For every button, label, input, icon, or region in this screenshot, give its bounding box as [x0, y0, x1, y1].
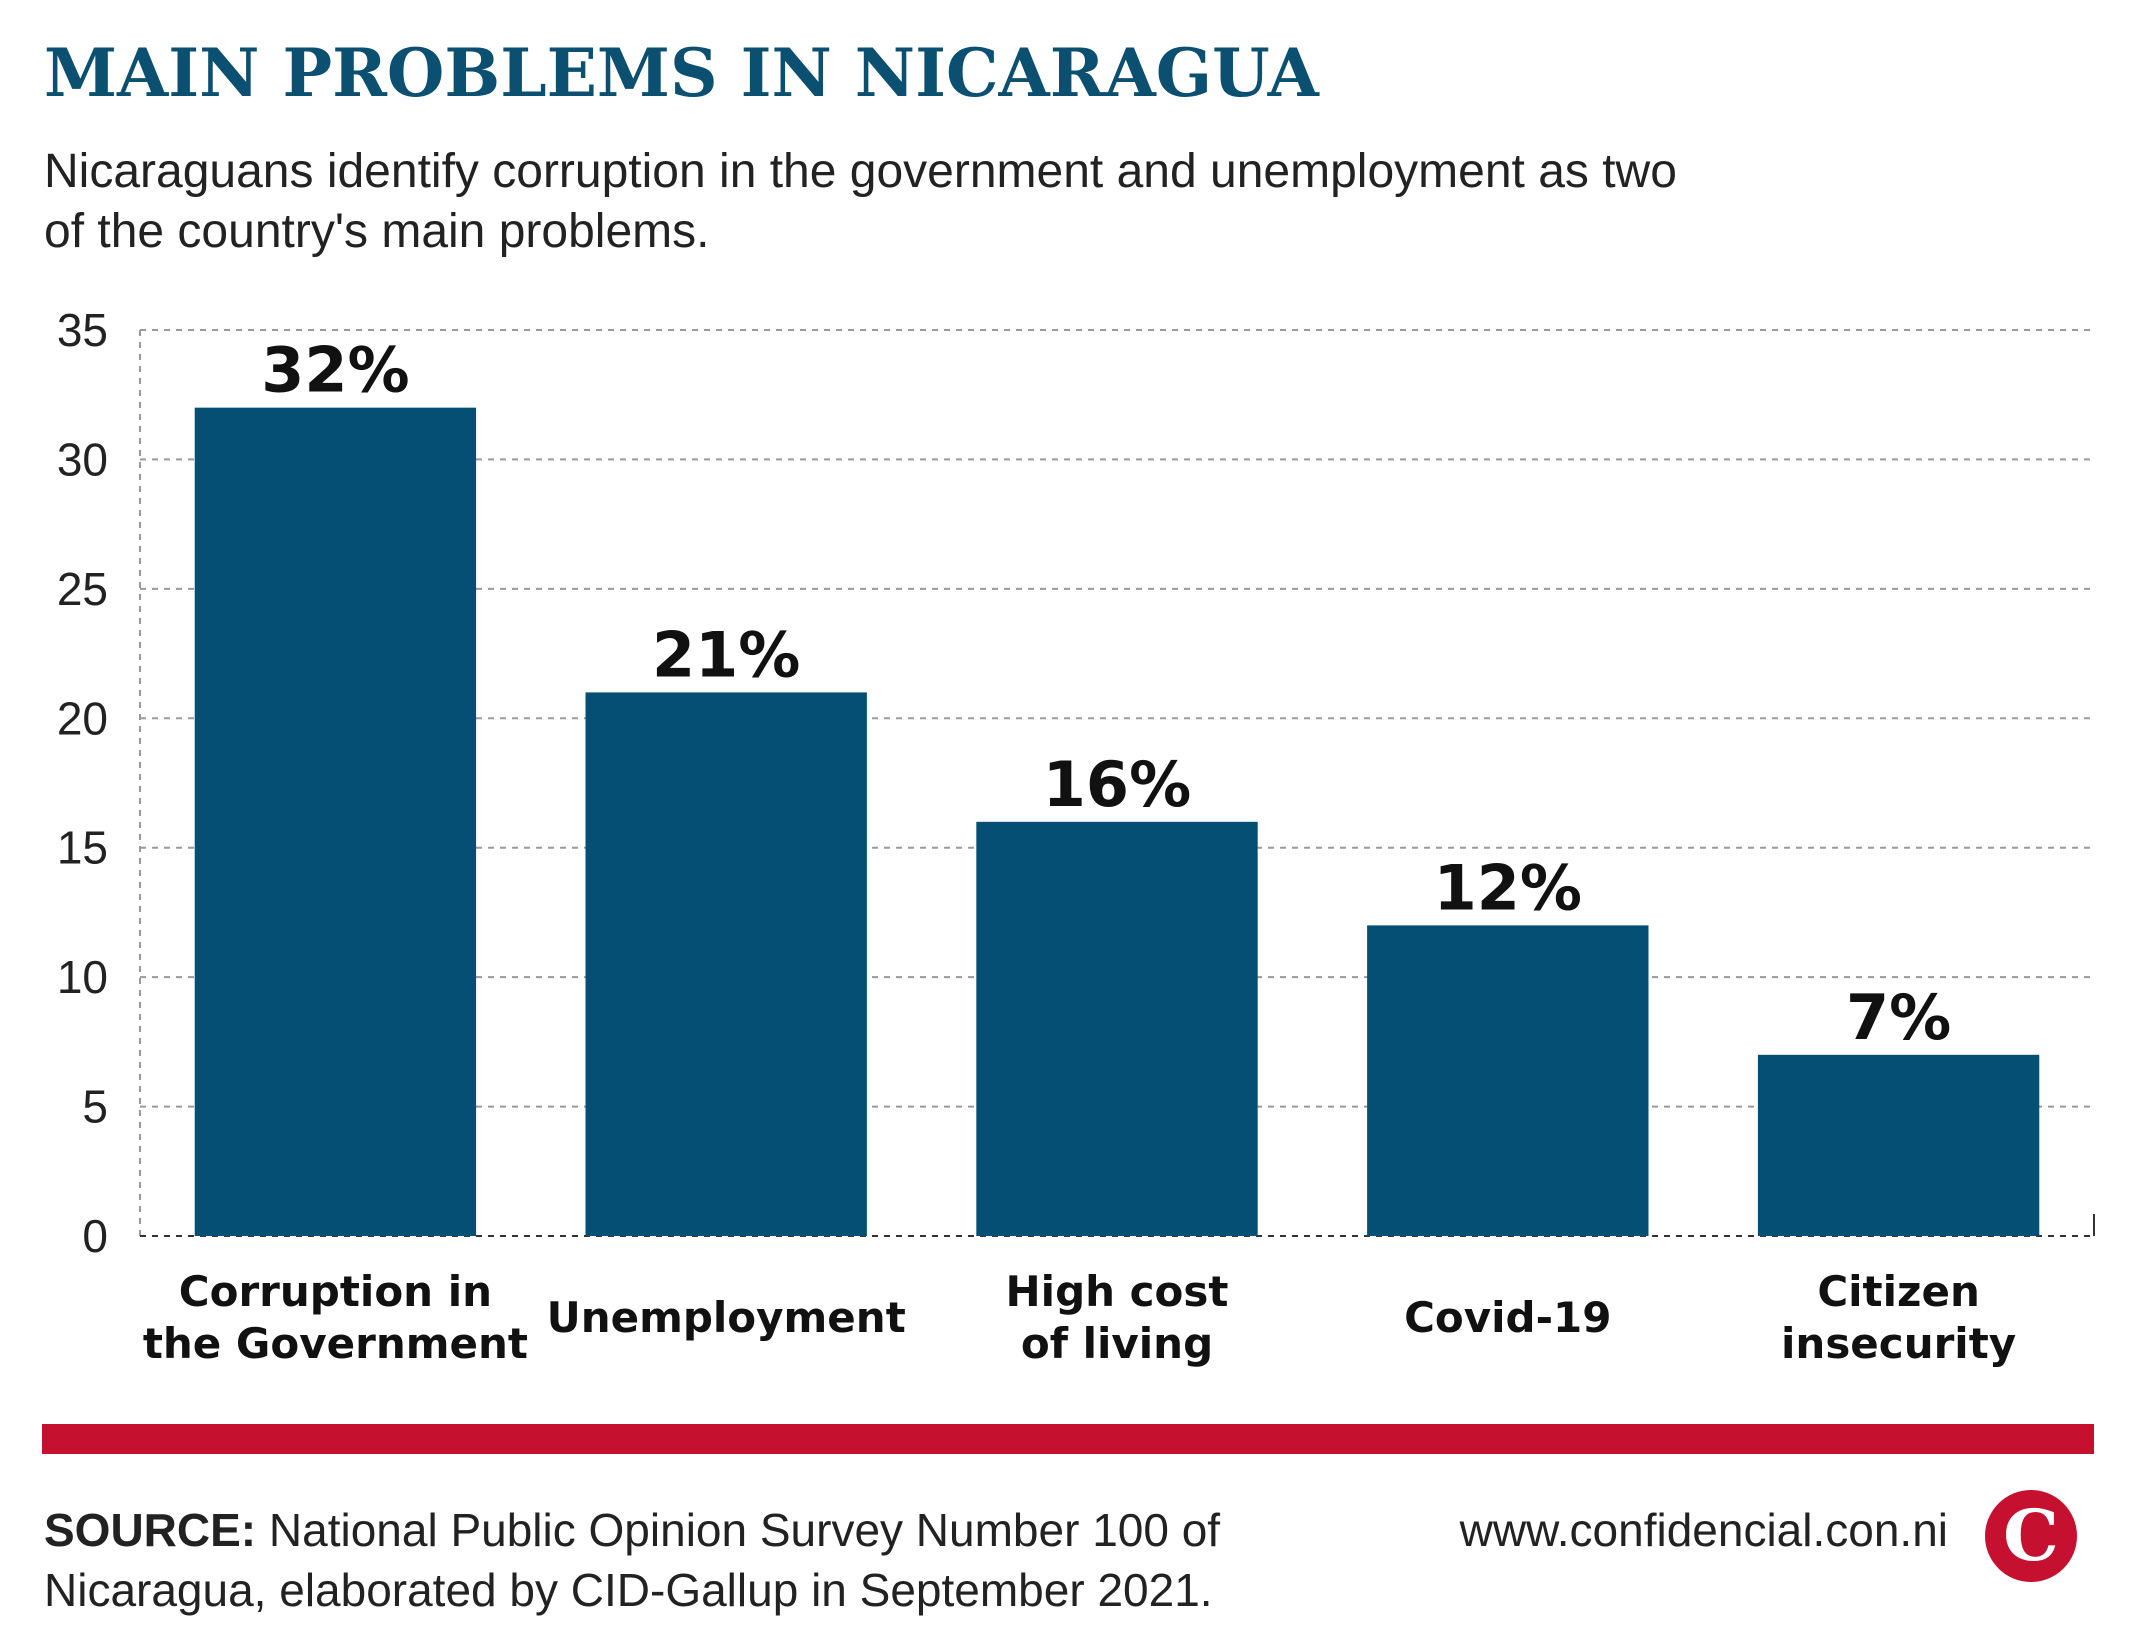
- chart-title: MAIN PROBLEMS IN NICARAGUA: [44, 34, 1319, 112]
- x-category-label: the Government: [143, 1319, 528, 1368]
- y-tick-label: 20: [57, 692, 108, 744]
- y-tick-label: 0: [82, 1210, 108, 1262]
- bar-value-label: 16%: [1043, 748, 1191, 821]
- source-note: SOURCE: National Public Opinion Survey N…: [44, 1500, 1424, 1620]
- bar-value-label: 12%: [1434, 851, 1582, 924]
- x-category-label: Unemployment: [547, 1293, 906, 1342]
- bar-value-label: 7%: [1846, 981, 1951, 1054]
- x-category-label: of living: [1021, 1319, 1213, 1368]
- x-category-label: High cost: [1006, 1267, 1229, 1316]
- bar: [194, 407, 477, 1237]
- bar-value-label: 32%: [261, 334, 409, 407]
- divider-red-bar: [42, 1424, 2094, 1454]
- y-tick-label: 30: [57, 433, 108, 485]
- confidencial-logo-icon: C: [1985, 1490, 2077, 1582]
- chart-subtitle: Nicaraguans identify corruption in the g…: [44, 145, 1677, 258]
- website-link[interactable]: www.confidencial.con.ni: [1459, 1504, 1948, 1556]
- y-tick-label: 25: [57, 563, 108, 615]
- source-text: National Public Opinion Survey Number 10…: [44, 1504, 1221, 1616]
- x-category-label: Covid-19: [1404, 1293, 1611, 1342]
- x-category-label: insecurity: [1781, 1319, 2016, 1368]
- x-category-label: Citizen: [1817, 1267, 1980, 1316]
- bar: [1367, 925, 1649, 1236]
- source-label: SOURCE:: [44, 1504, 257, 1556]
- y-tick-label: 10: [57, 951, 108, 1003]
- bar: [585, 692, 867, 1236]
- bar: [976, 821, 1258, 1236]
- y-tick-label: 5: [82, 1081, 108, 1133]
- bar-value-label: 21%: [652, 618, 800, 691]
- x-category-label: Corruption in: [179, 1267, 492, 1316]
- bar: [1757, 1054, 2040, 1236]
- y-tick-label: 15: [57, 822, 108, 874]
- y-tick-label: 35: [57, 304, 108, 356]
